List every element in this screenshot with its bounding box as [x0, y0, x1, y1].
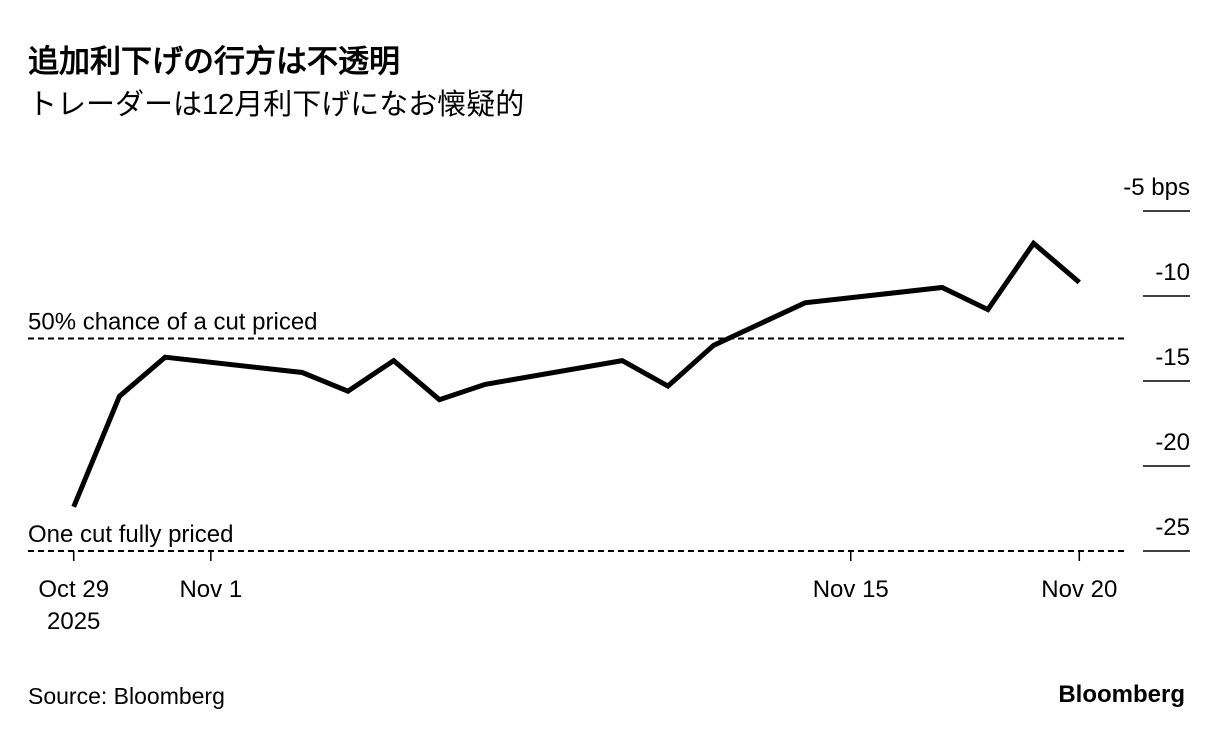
y-tick-label: -25: [1155, 514, 1190, 541]
reference-label: One cut fully priced: [28, 521, 233, 548]
data-line: [71, 239, 1081, 508]
x-tick-label: Nov 15: [812, 576, 889, 603]
y-tick-label: -15: [1155, 344, 1190, 371]
source: Source: Bloomberg: [28, 683, 225, 709]
x-tick-label: Nov 20: [1041, 576, 1118, 603]
reference-label: 50% chance of a cut priced: [28, 309, 318, 336]
y-tick-label: -10: [1155, 259, 1190, 286]
chart-subtitle: トレーダーは12月利下げになお懐疑的: [28, 88, 524, 121]
x-tick-label: Nov 1: [179, 576, 243, 603]
y-tick-label: -20: [1155, 429, 1190, 456]
x-tick-label: Oct 29 2025: [38, 576, 110, 635]
y-tick-label: -5 bps: [1123, 174, 1190, 201]
chart-title: 追加利下げの行方は不透明: [28, 44, 400, 79]
brand-logo: Bloomberg: [1058, 681, 1185, 708]
